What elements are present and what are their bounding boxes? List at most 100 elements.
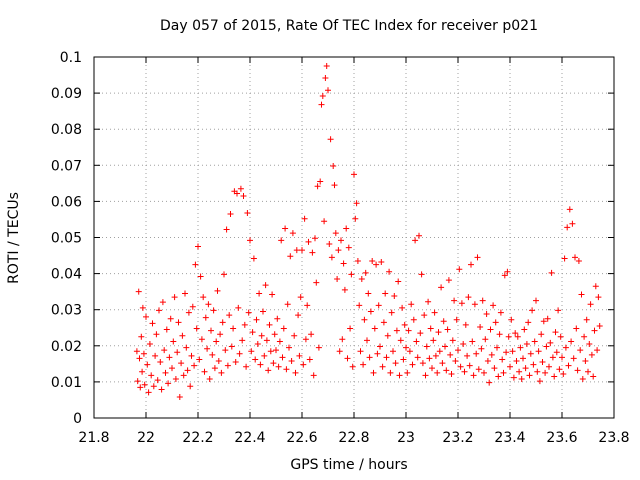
data-point [341,286,348,293]
data-point [423,343,430,350]
data-point [455,347,461,354]
data-point [162,369,169,376]
x-tick-label: 23.2 [442,430,473,446]
data-point [248,348,255,355]
data-point [305,238,312,245]
data-point [566,206,573,213]
data-point [338,237,344,244]
data-point [443,367,450,374]
data-point [501,272,508,279]
data-point [171,294,178,301]
data-point [448,370,455,377]
data-point [497,309,504,316]
data-point [315,344,322,351]
data-point [575,257,582,264]
grid-lines [94,57,614,418]
data-point [429,365,435,372]
data-point [482,336,489,343]
data-point [371,325,378,332]
data-point [464,352,471,359]
data-point [523,340,530,347]
data-point [579,376,586,383]
data-point [237,185,244,192]
data-point [278,237,285,244]
data-point [283,366,290,373]
data-point [517,344,524,351]
data-point [492,319,499,326]
data-point [276,338,283,345]
data-point [510,374,517,381]
data-point [374,350,381,357]
data-point [486,379,493,386]
data-point [540,318,547,325]
data-point [197,273,204,280]
data-point [546,363,552,370]
data-point [330,163,337,170]
data-point [265,367,272,374]
data-point [344,355,351,362]
data-point [323,63,330,70]
data-point [352,215,359,222]
data-point [241,321,248,328]
data-point [146,340,153,347]
data-point [585,368,591,375]
x-tick-label: 21.8 [78,430,109,446]
x-tick-label: 23.6 [546,430,577,446]
data-point [175,319,182,326]
data-point [490,302,497,309]
data-point [596,322,603,329]
data-point [280,325,287,332]
data-point [185,309,192,316]
data-point [154,377,161,384]
tick-labels: 21.8 22 22.2 22.4 22.6 22.8 23 23.2 23.4 23.6 23.8… [51,50,630,446]
data-point [245,309,252,316]
data-point [564,224,571,231]
data-point [291,332,298,339]
data-point [432,352,439,359]
data-point [592,283,599,290]
data-point [287,253,294,260]
data-point [549,354,556,361]
data-point [313,279,320,286]
data-point [161,347,168,354]
data-point [182,290,188,297]
data-point [275,363,282,370]
data-point [471,301,478,308]
data-point [262,282,269,289]
data-point [187,383,194,390]
data-point [252,356,259,363]
data-point [547,339,554,346]
data-point [521,326,528,333]
data-point [530,361,537,368]
data-point [477,324,484,331]
data-point [481,369,487,376]
data-point [235,304,242,311]
data-point [369,257,376,264]
data-point [143,313,149,320]
data-point [357,348,364,355]
data-point [219,319,226,326]
data-point [461,368,468,375]
data-point [483,311,490,318]
data-point [417,330,424,337]
data-point [351,171,357,178]
data-point [178,360,185,367]
data-point [159,299,166,306]
data-point [367,308,374,315]
data-point [226,312,233,319]
data-point [188,352,195,359]
data-point [300,361,307,368]
data-point [152,352,159,359]
data-point [572,254,578,261]
data-point [390,348,396,355]
data-point [416,232,422,239]
data-point [440,318,447,325]
data-point [326,240,333,247]
data-point [507,363,513,370]
data-point [551,373,558,380]
x-axis-label: GPS time / hours [290,457,407,473]
data-point [536,378,543,385]
data-point [195,243,201,250]
data-point [430,337,437,344]
data-point [365,290,372,297]
